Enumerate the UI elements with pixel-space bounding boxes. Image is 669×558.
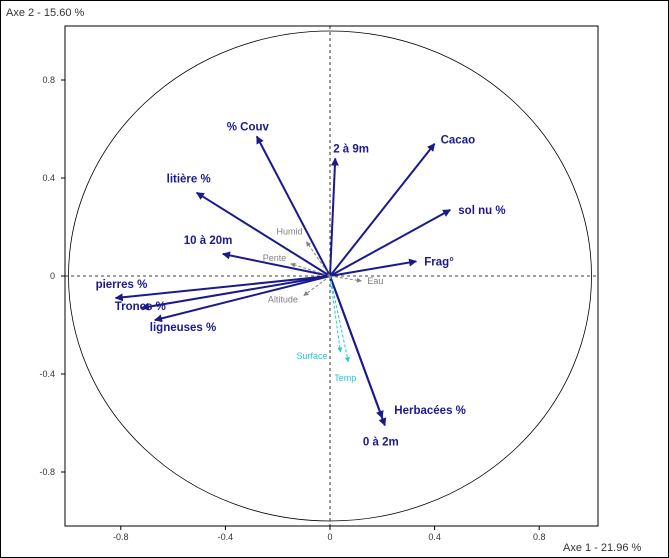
label-eau: Eau [367,276,383,286]
x-tick-label: -0.4 [218,532,234,542]
arrow-troncs-pct [140,275,331,311]
arrow-sol-nu-pct [329,208,451,277]
label-altitude: Altitude [268,295,298,305]
arrow-altitude [303,275,331,297]
arrow-ligneuses-pct [154,275,331,323]
label-herbacees-pct: Herbacées % [394,405,466,417]
y-tick-label: 0 [50,271,55,281]
x-tick-label: 0.8 [533,532,546,542]
arrow-2-a-9m [329,157,339,277]
arrow-pente [290,262,331,277]
arrow-0-a-2m [329,275,387,427]
label-pct-couv: % Couv [227,121,270,133]
label-humid: Humid [276,227,302,237]
arrow-surface [329,275,343,353]
plot-area: -0.8 -0.4 0 0.4 0.8 0.8 0.4 0 -0.4 -0.8 % Couv 2 à … [39,25,599,542]
label-cacao: Cacao [441,135,476,147]
y-tick-label: 0.8 [42,75,55,85]
arrow-eau [329,275,362,283]
arrow-pierres-pct [114,275,331,302]
label-pente: Pente [263,253,287,263]
arrow-humid [306,241,331,277]
x-tick-label: -0.8 [113,532,129,542]
label-pierres-pct: pierres % [96,279,148,291]
x-tick-label: 0 [327,532,332,542]
arrow-litiere-pct [195,191,331,277]
label-troncs-pct: Troncs % [115,301,166,313]
label-litiere-pct: litière % [167,174,211,186]
label-frag: Frag° [424,256,454,268]
label-2-a-9m: 2 à 9m [333,143,369,155]
label-temp: Temp [334,373,356,383]
label-10-a-20m: 10 à 20m [184,235,233,247]
label-ligneuses-pct: ligneuses % [150,322,216,334]
arrow-frag [329,258,418,277]
label-sol-nu-pct: sol nu % [458,205,505,217]
y-axis-title: Axe 2 - 15.60 % [6,7,84,19]
arrow-pct-couv [255,135,331,277]
y-tick-label: -0.8 [39,467,55,477]
arrow-10-a-20m [222,251,331,277]
arrow-cacao [329,143,436,277]
y-tick-label: 0.4 [42,173,55,183]
label-0-a-2m: 0 à 2m [363,436,399,448]
x-tick-label: 0.4 [428,532,441,542]
x-axis-title: Axe 1 - 21.96 % [563,542,641,554]
y-tick-label: -0.4 [39,369,55,379]
label-surface: Surface [296,351,327,361]
